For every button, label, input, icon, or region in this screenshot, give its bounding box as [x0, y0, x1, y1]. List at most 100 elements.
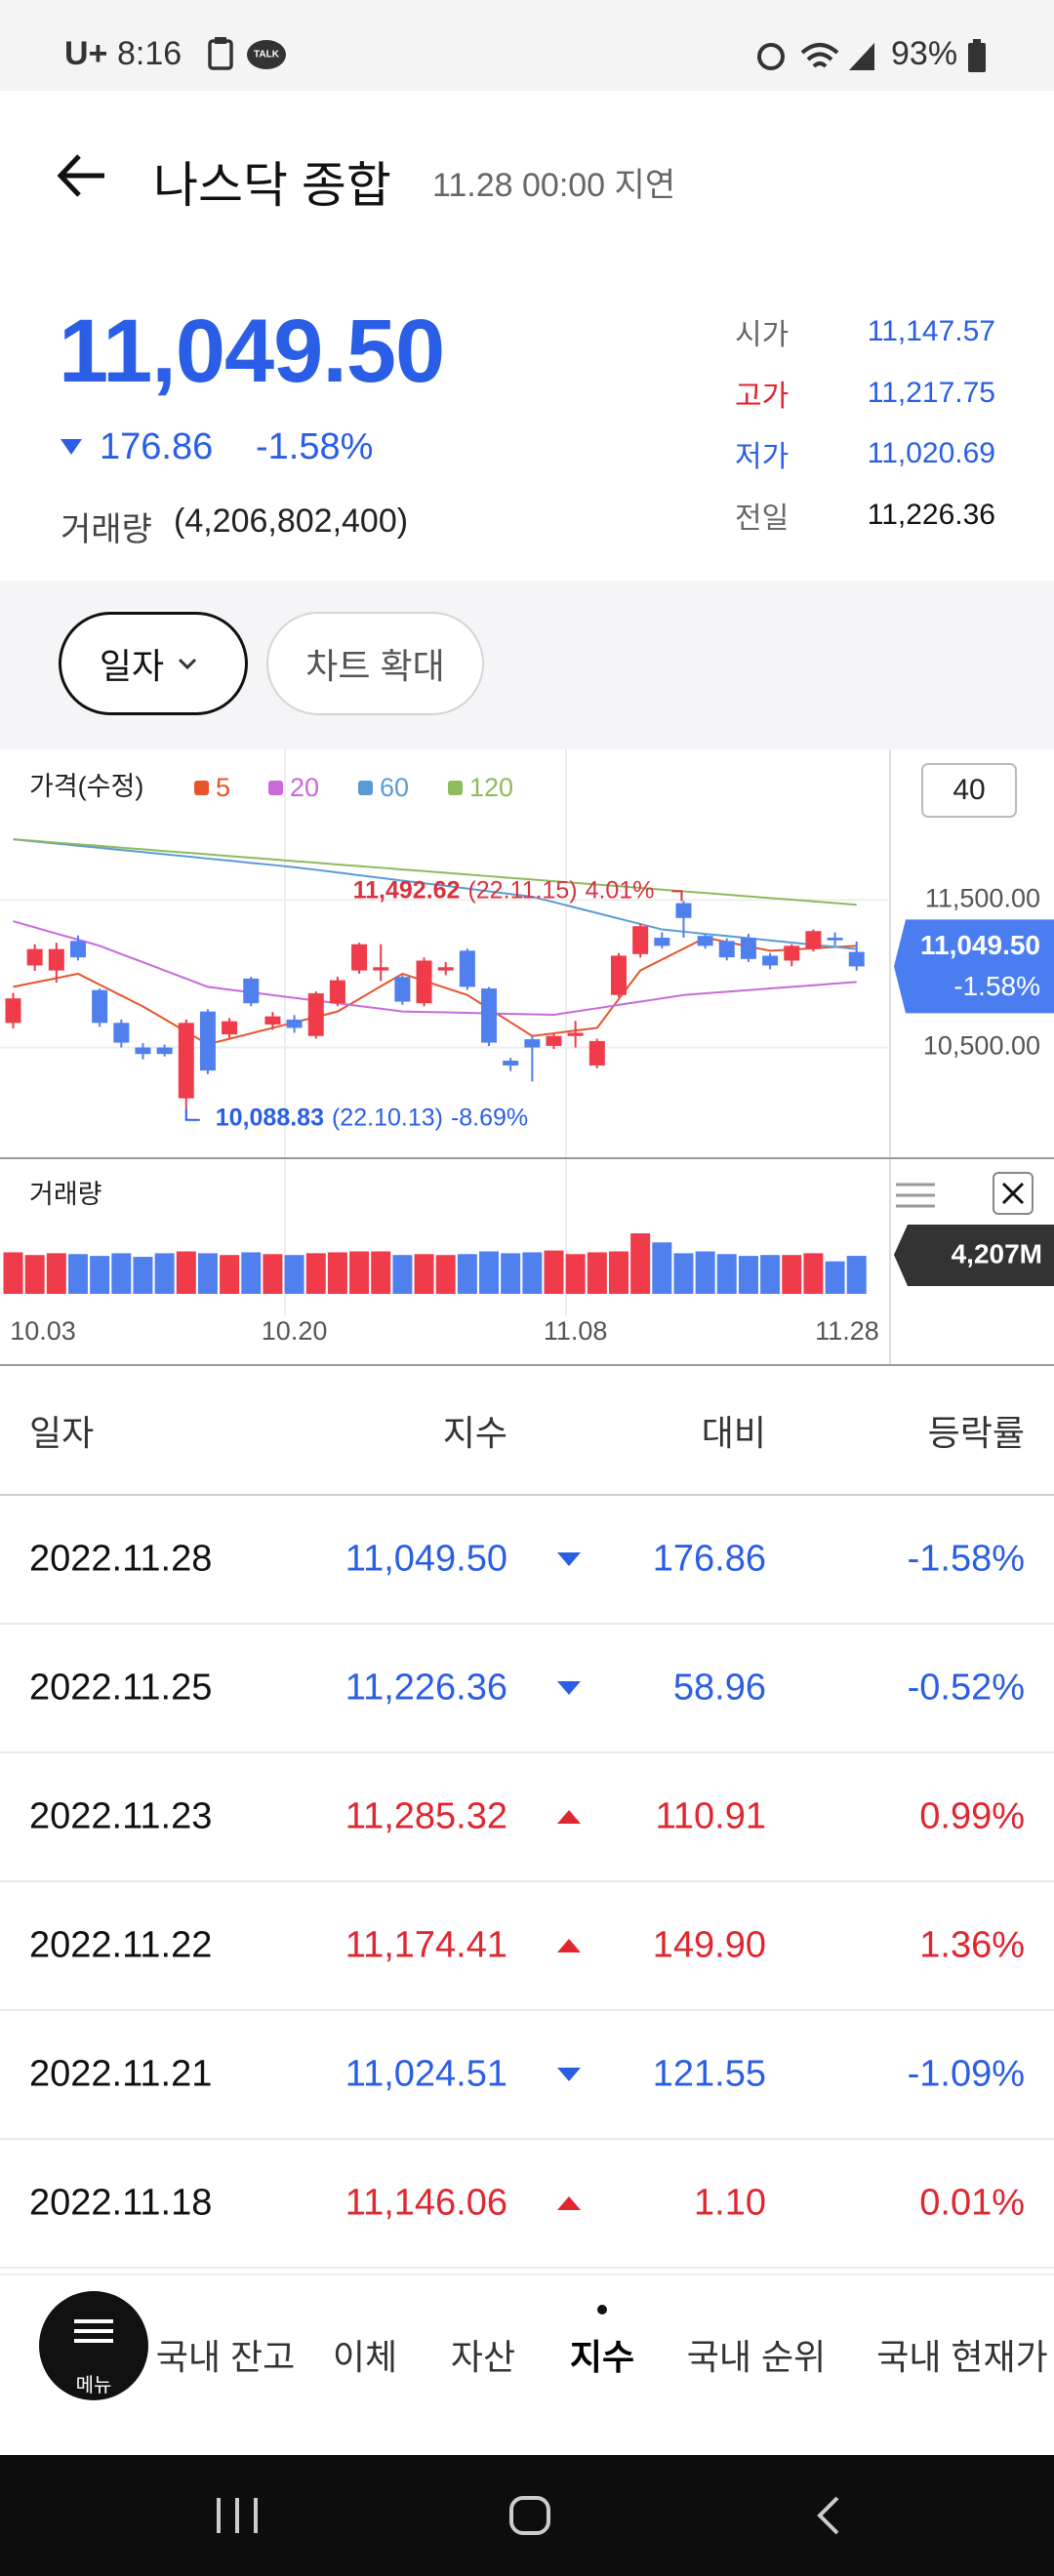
- volume-bar: [565, 1254, 586, 1294]
- back-nav[interactable]: [817, 2496, 839, 2535]
- candle-body: [373, 967, 389, 971]
- volume-bar: [327, 1252, 347, 1294]
- back-button[interactable]: [54, 146, 112, 205]
- home-button[interactable]: [509, 2496, 550, 2535]
- volume-close-icon: [1001, 1182, 1025, 1205]
- index-cell: 11,226.36: [345, 1667, 507, 1709]
- menu-label: 메뉴: [75, 2375, 112, 2396]
- volume-bar: [111, 1253, 132, 1294]
- stat-value: 11,226.36: [867, 499, 995, 532]
- volume-bar: [544, 1250, 564, 1294]
- change-arrow: [557, 1810, 581, 1824]
- x-tick-label: 11.28: [815, 1316, 879, 1346]
- down-arrow: [61, 439, 82, 455]
- volume-bar: [695, 1251, 715, 1294]
- volume-bar: [738, 1256, 758, 1294]
- candle-body: [610, 955, 627, 995]
- change-arrow: [557, 2068, 581, 2081]
- period-box-text: 40: [953, 774, 985, 806]
- clipboard-clip: [215, 37, 226, 44]
- rate-cell: -0.52%: [907, 1667, 1025, 1709]
- candle-body: [135, 1047, 151, 1055]
- candle-body: [48, 948, 64, 971]
- date-cell: 2022.11.28: [29, 1538, 213, 1580]
- expand-chart-button[interactable]: 차트 확대: [266, 612, 484, 715]
- candle-body: [697, 936, 713, 946]
- ma-legend-swatch: [448, 781, 463, 795]
- volume-bar: [24, 1255, 45, 1294]
- nav-item[interactable]: 국내 순위: [686, 2337, 827, 2377]
- y-tick-label: 10,500.00: [923, 1031, 1040, 1061]
- volume-bar: [176, 1251, 196, 1294]
- high-note-date: (22.11.15): [467, 876, 577, 904]
- low-note-arrow: [184, 1107, 200, 1121]
- volume-bar: [652, 1242, 672, 1294]
- volume-bar: [630, 1233, 651, 1294]
- candle-body: [307, 993, 324, 1036]
- volume-bar: [414, 1254, 434, 1294]
- high-note-value: 11,492.62: [353, 876, 461, 904]
- menu-button[interactable]: [39, 2291, 148, 2400]
- nav-item[interactable]: 이체: [332, 2337, 398, 2377]
- candle-body: [69, 941, 86, 958]
- change-arrow: [557, 1939, 581, 1952]
- ma-legend-label: 120: [469, 773, 513, 802]
- system-nav-icons: [217, 2496, 839, 2535]
- period-selector[interactable]: 일자: [59, 612, 248, 715]
- volume-menu-icon: [896, 1183, 935, 1208]
- stat-label: 전일: [735, 503, 790, 536]
- volume-tag: [894, 1225, 1054, 1286]
- price-change-rate: -1.58%: [256, 426, 374, 467]
- recent-apps[interactable]: [217, 2498, 258, 2533]
- volume-bar: [608, 1251, 628, 1294]
- page-subtitle: 11.28 00:00 지연: [432, 167, 676, 204]
- volume-title: 거래량: [29, 1180, 102, 1209]
- table-row: 2022.11.22 11,174.41 149.90 1.36%: [0, 1882, 1054, 2011]
- volume-bar: [197, 1253, 218, 1294]
- change-cell: 1.10: [694, 2182, 766, 2224]
- volume-bar: [220, 1255, 240, 1294]
- high-note-arrow: [671, 890, 683, 902]
- rate-cell: 0.99%: [919, 1795, 1025, 1837]
- volume-bar: [154, 1253, 175, 1294]
- page-title: 나스닥 종합: [153, 158, 391, 213]
- nav-item[interactable]: 국내 잔고: [155, 2337, 296, 2377]
- nav-item[interactable]: 국내 현재가: [876, 2337, 1048, 2377]
- menu-icon: [74, 2319, 113, 2343]
- table-row: 2022.11.21 11,024.51 121.55 -1.09%: [0, 2011, 1054, 2140]
- index-cell: 11,024.51: [345, 2053, 507, 2095]
- index-cell: 11,285.32: [345, 1795, 507, 1837]
- volume-bar: [716, 1254, 737, 1294]
- change-arrow: [557, 1681, 581, 1695]
- candle-body: [286, 1019, 303, 1028]
- candle-body: [827, 938, 843, 941]
- candle-body: [459, 950, 475, 987]
- change-cell: 149.90: [652, 1924, 766, 1966]
- ma-legend-label: 5: [216, 773, 230, 802]
- candle-body: [156, 1047, 173, 1055]
- volume-bar: [501, 1253, 521, 1294]
- table-row: 2022.11.23 11,285.32 110.91 0.99%: [0, 1753, 1054, 1882]
- x-tick-label: 11.08: [544, 1316, 608, 1346]
- nav-item[interactable]: 지수: [569, 2337, 635, 2377]
- column-header: 지수: [442, 1412, 507, 1453]
- change-cell: 58.96: [672, 1667, 766, 1709]
- candle-body: [524, 1039, 541, 1048]
- volume-bar: [263, 1254, 283, 1294]
- volume-bar: [522, 1252, 543, 1294]
- rate-cell: -1.58%: [907, 1538, 1025, 1580]
- moving-average: [13, 838, 857, 906]
- candle-body: [394, 977, 411, 1002]
- alarm-icon: [757, 43, 785, 70]
- candle-body: [416, 960, 432, 1004]
- volume-bar: [435, 1255, 456, 1294]
- y-tick-label: 11,500.00: [925, 883, 1040, 912]
- stat-value: 11,147.57: [867, 315, 995, 347]
- candle-body: [243, 978, 260, 1004]
- nav-item[interactable]: 자산: [450, 2337, 516, 2377]
- last-price-tag: [894, 919, 1054, 1014]
- candle-body: [805, 931, 822, 949]
- volume-bar: [90, 1256, 110, 1294]
- last-price-label: 11,049.50: [920, 930, 1040, 960]
